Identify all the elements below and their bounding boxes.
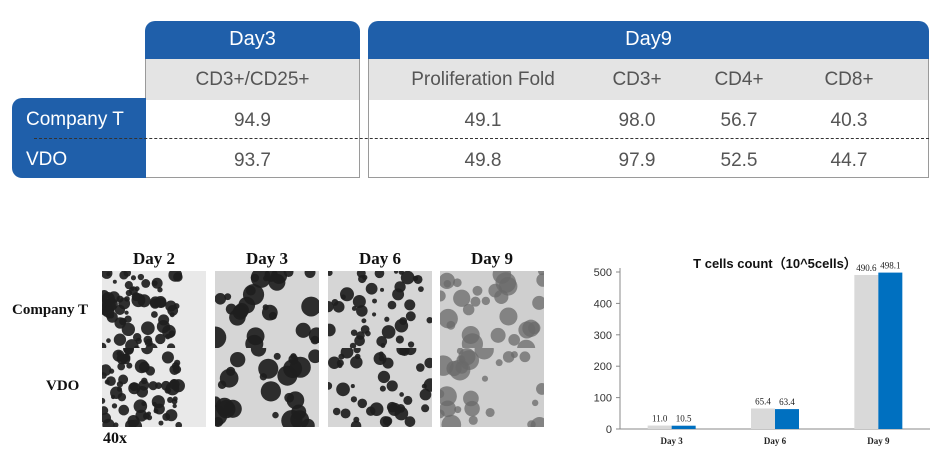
col-header-cd8: CD8+ — [824, 69, 874, 90]
micrograph-row-label-vdo: VDO — [46, 378, 80, 394]
bar-series1-day-9 — [854, 274, 879, 429]
y-tick-label-0: 0 — [606, 424, 612, 436]
data-label-series2-day-6: 63.4 — [779, 397, 795, 407]
cell-company-t-cd3: 98.0 — [618, 110, 656, 131]
cell-vdo-cd8: 44.7 — [830, 150, 868, 171]
cell-company-t-cd4: 56.7 — [720, 110, 758, 131]
data-label-series1-day-6: 65.4 — [755, 396, 771, 406]
bar-series2-day-6 — [775, 409, 799, 429]
col-header-proliferation-fold: Proliferation Fold — [411, 69, 555, 90]
bar-series2-day-9 — [878, 272, 903, 429]
y-tick-label-300: 300 — [594, 330, 612, 342]
data-label-series2-day-3: 10.5 — [676, 414, 692, 424]
x-tick-label-day-3: Day 3 — [661, 436, 684, 446]
chart-title: T cells count（10^5cells） — [693, 256, 857, 271]
bar-series1-day-6 — [751, 408, 775, 429]
day-label-2: Day 2 — [132, 249, 176, 268]
day-label-9: Day 9 — [470, 249, 514, 268]
day3-header: Day3 — [145, 21, 360, 59]
x-tick-label-day-9: Day 9 — [867, 436, 890, 446]
bar-series1-day-3 — [647, 425, 672, 429]
col-header-cd3: CD3+ — [612, 69, 662, 90]
day9-title: Day9 — [625, 28, 672, 50]
y-tick-label-100: 100 — [594, 393, 612, 405]
cell-company-t-proliferation: 49.1 — [464, 110, 502, 131]
data-label-series1-day-9: 490.6 — [856, 263, 877, 273]
y-tick-label-200: 200 — [594, 361, 612, 373]
day3-title: Day3 — [229, 28, 276, 50]
micrograph-vdo-day6 — [328, 348, 432, 427]
data-label-series1-day-3: 11.0 — [652, 414, 668, 424]
cell-company-t-cd3-cd25: 94.9 — [234, 110, 271, 131]
row-divider — [34, 138, 929, 139]
col-header-cd4: CD4+ — [714, 69, 764, 90]
t-cell-count-chart: T cells count（10^5cells） 0 100 200 300 400 500… — [594, 256, 930, 446]
micrograph-company-t-day2 — [102, 271, 206, 350]
col-header-cd3-cd25: CD3+/CD25+ — [195, 69, 310, 90]
micrograph-vdo-day3 — [215, 348, 319, 427]
day9-header: Day9 — [368, 21, 929, 59]
micrograph-row-label-company-t: Company T — [12, 302, 88, 318]
day3-column-header-row: CD3+/CD25+ — [146, 59, 359, 100]
cell-vdo-cd3-cd25: 93.7 — [234, 150, 271, 171]
bar-series2-day-3 — [671, 425, 696, 429]
micrograph-company-t-day3 — [215, 271, 319, 350]
cell-vdo-proliferation: 49.8 — [464, 150, 502, 171]
cell-company-t-cd8: 40.3 — [830, 110, 868, 131]
cell-vdo-cd3: 97.9 — [618, 150, 656, 171]
day-label-3: Day 3 — [245, 249, 289, 268]
micrograph-company-t-day6 — [328, 271, 432, 350]
day9-panel — [368, 59, 929, 178]
cell-vdo-cd4: 52.5 — [720, 150, 758, 171]
row-label-vdo: VDO — [26, 149, 68, 170]
micrograph-company-t-day9 — [440, 271, 544, 350]
magnification-label: 40x — [103, 430, 127, 447]
y-tick-label-500: 500 — [594, 267, 612, 279]
x-tick-label-day-6: Day 6 — [764, 436, 787, 446]
row-label-company-t: Company T — [26, 109, 124, 130]
day9-column-header-row: Proliferation Fold CD3+ CD4+ CD8+ — [369, 59, 928, 100]
day-label-6: Day 6 — [358, 249, 402, 268]
micrograph-vdo-day9 — [440, 348, 544, 427]
y-tick-label-400: 400 — [594, 298, 612, 310]
micrograph-vdo-day2 — [102, 348, 206, 427]
data-label-series2-day-9: 498.1 — [880, 261, 900, 271]
